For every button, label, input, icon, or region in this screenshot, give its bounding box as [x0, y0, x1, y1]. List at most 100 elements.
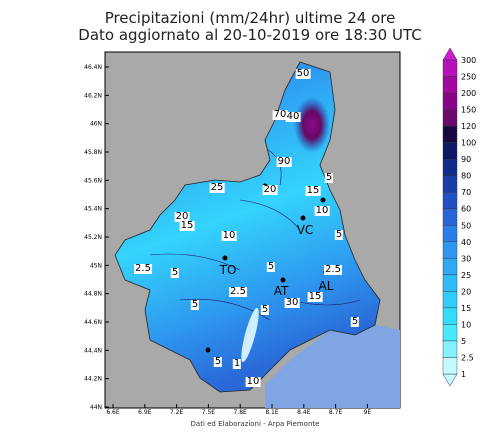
city-label: AL [318, 279, 334, 293]
contour-label: 5 [170, 267, 180, 278]
contour-label: 10 [245, 376, 261, 387]
lat-label: 46.4N [84, 64, 102, 71]
legend-swatch [442, 340, 458, 358]
lat-label: 46.2N [84, 92, 102, 99]
city-dot [300, 215, 306, 221]
sea [265, 325, 400, 408]
legend-label: 100 [461, 139, 476, 148]
legend-label: 80 [461, 172, 471, 181]
legend-swatch [442, 142, 458, 160]
city-dot [320, 197, 326, 203]
city-label: TO [219, 263, 237, 277]
legend-label: 25 [461, 271, 471, 280]
contour-label: 2.5 [229, 286, 247, 297]
lon-label: 8.4E [297, 409, 311, 416]
legend-label: 90 [461, 155, 471, 164]
legend-swatch [442, 76, 458, 94]
legend-swatch [442, 59, 458, 77]
contour-label: 2.5 [134, 263, 152, 274]
footer: Dati ed Elaborazioni - Arpa Piemonte [190, 420, 320, 428]
legend-label: 70 [461, 188, 471, 197]
lat-label: 44.8N [84, 291, 102, 298]
city-dot [280, 277, 286, 283]
legend-swatch [442, 208, 458, 226]
legend-label: 150 [461, 106, 476, 115]
lon-label: 7.8E [234, 409, 248, 416]
legend-label: 1 [461, 370, 466, 379]
lat-label: 45.4N [84, 206, 102, 213]
legend-label: 40 [461, 238, 471, 247]
contour-label: 2.5 [324, 264, 342, 275]
contour-label: 10 [221, 230, 237, 241]
contour-label: 5 [350, 316, 360, 327]
lon-label: 9E [364, 409, 372, 416]
city-label: VC [296, 223, 314, 237]
city-dot [222, 255, 228, 261]
lat-label: 44.4N [84, 347, 102, 354]
contour-label: 20 [174, 211, 190, 222]
lat-label: 45N [90, 262, 102, 269]
legend-swatch [442, 291, 458, 309]
lat-label: 44.2N [84, 376, 102, 383]
legend-swatch [442, 175, 458, 193]
contour-label: 20 [262, 184, 278, 195]
legend-swatch [442, 357, 458, 375]
legend-label: 15 [461, 304, 471, 313]
legend-label: 200 [461, 89, 476, 98]
legend-arrow-bottom [442, 373, 458, 387]
contour-label: 5 [260, 304, 270, 315]
legend-arrow-top [442, 47, 458, 61]
contour-label: 5 [334, 229, 344, 240]
lon-labels: 6.6E 6.9E 7.2E 7.5E 7.8E 8.1E 8.4E 8.7E 9E [106, 404, 371, 416]
lon-label: 6.6E [106, 409, 120, 416]
city-dot [205, 347, 211, 353]
precipitation-maximum [294, 97, 330, 153]
contour-label: 5 [324, 172, 334, 183]
lon-label: 8.1E [265, 409, 279, 416]
lat-label: 45.6N [84, 177, 102, 184]
lat-label: 44N [90, 404, 102, 411]
contour-label: 10 [314, 205, 330, 216]
legend-swatch [442, 225, 458, 242]
legend-swatch [442, 158, 458, 176]
contour-label: 5 [213, 356, 223, 367]
legend-label: 20 [461, 287, 471, 296]
lon-label: 7.5E [202, 409, 216, 416]
city-label: AT [273, 284, 289, 298]
legend-swatch [442, 307, 458, 325]
legend-label: 5 [461, 337, 466, 346]
contour-label: 90 [276, 156, 292, 167]
legend-swatch [442, 125, 458, 143]
contour-label: 5 [190, 299, 200, 310]
lon-label: 7.2E [170, 409, 184, 416]
legend-swatch [442, 258, 458, 276]
contour-label: 1 [232, 358, 242, 369]
lat-label: 45.8N [84, 149, 102, 156]
legend-label: 10 [461, 320, 471, 329]
legend-label: 60 [461, 205, 471, 214]
legend-swatch [442, 92, 458, 110]
contour-label: 5 [266, 261, 276, 272]
lat-labels: 46.4N 46.2N 46N 45.8N 45.6N 45.4N 45.2N 45N 44.8… [84, 64, 109, 411]
contour-label: 25 [209, 182, 225, 193]
dry-area [241, 307, 259, 363]
lat-label: 45.2N [84, 234, 102, 241]
legend: 3002502001501201009080706050403025201510… [442, 47, 476, 387]
legend-label: 50 [461, 221, 471, 230]
contour-label: 15 [307, 291, 323, 302]
contour-label: 40 [285, 111, 301, 122]
contour-label: 70 [272, 109, 288, 120]
legend-label: 250 [461, 73, 476, 82]
contour-label: 50 [295, 68, 311, 79]
contour-label: 15 [179, 220, 195, 231]
lat-label: 44.6N [84, 319, 102, 326]
legend-label: 30 [461, 254, 471, 263]
contour-label: 30 [284, 297, 300, 308]
title-line: Dato aggiornato al 20-10-2019 ore 18:30 … [78, 26, 422, 44]
lat-label: 46N [90, 121, 102, 128]
legend-swatch [442, 241, 458, 259]
contour-label: 15 [305, 185, 321, 196]
legend-swatch [442, 192, 458, 209]
